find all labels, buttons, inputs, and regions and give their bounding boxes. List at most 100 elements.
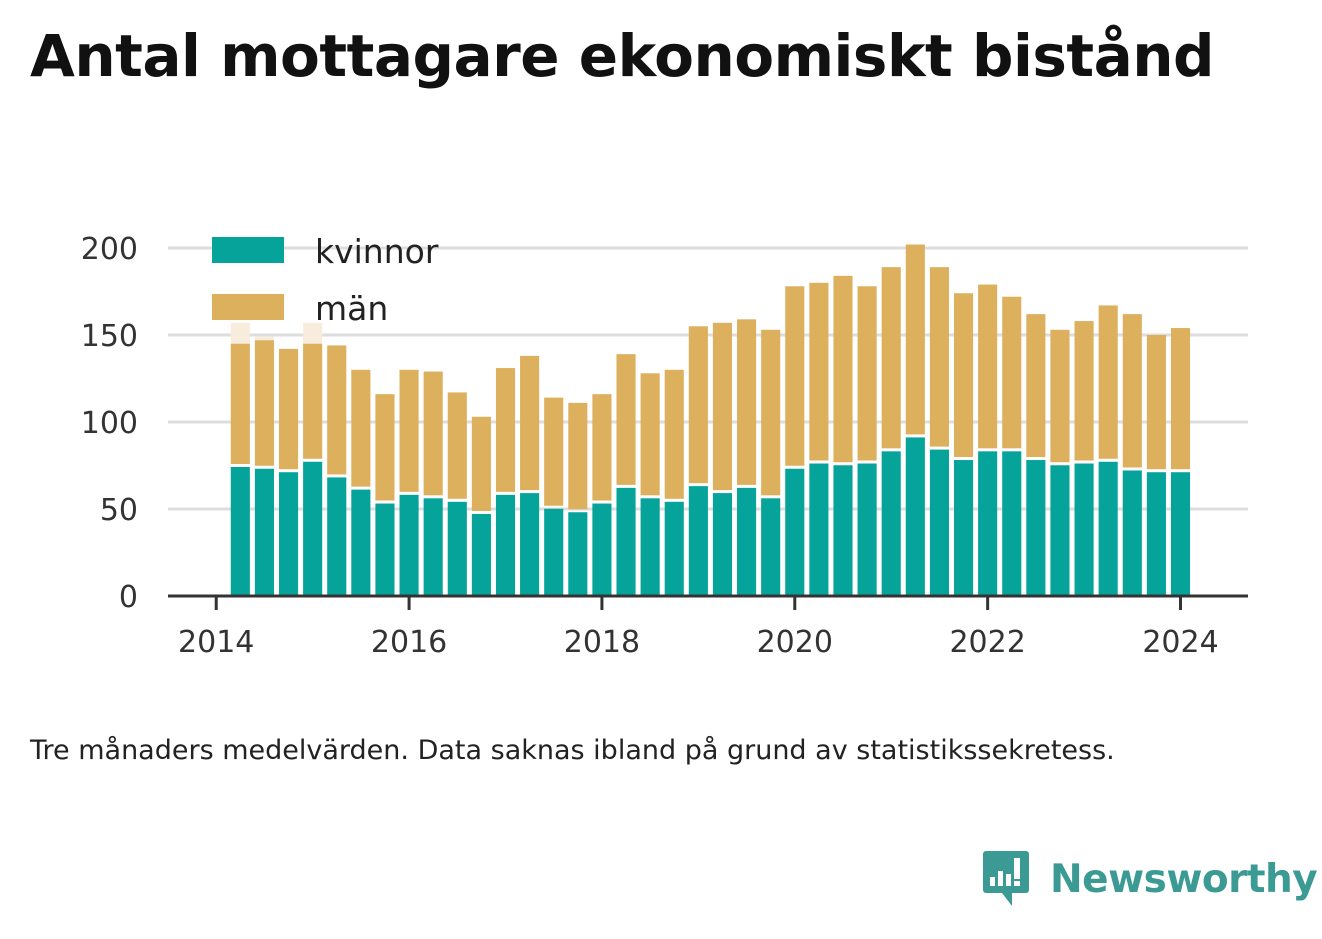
y-tick-label: 150 [81,319,138,354]
y-tick-label: 200 [81,232,138,267]
bar-kvinnor [857,463,877,596]
bar-man [809,282,829,461]
bar-man [375,394,395,501]
bar-kvinnor [712,493,733,596]
legend-swatch-man [212,294,284,320]
bar-kvinnor [688,486,708,596]
x-tick-label: 2018 [564,625,640,660]
bar-kvinnor [399,494,419,596]
bar-kvinnor [327,477,347,596]
bar-man [688,326,708,484]
bar-man [905,244,925,435]
x-tick-label: 2016 [371,625,447,660]
bar-kvinnor [423,498,443,596]
bar-kvinnor [1074,463,1094,596]
bar-man [1170,328,1191,470]
bar-kvinnor [1026,460,1046,596]
bar-man [1146,335,1166,470]
brand: Newsworthy [982,850,1318,908]
bar-man [857,286,877,461]
bar-kvinnor [1170,472,1191,596]
legend-swatch-kvinnor [212,237,284,263]
bar-kvinnor [520,493,540,596]
bar-kvinnor [978,451,998,596]
bar-kvinnor [785,468,805,596]
bar-man [230,343,250,464]
legend-label-kvinnor: kvinnor [315,232,439,271]
newsworthy-logo-icon [983,851,1029,906]
x-tick-label: 2020 [757,625,833,660]
bar-man [1002,296,1022,449]
bar-kvinnor [905,437,925,596]
bar-kvinnor [278,472,299,596]
bar-man [592,394,612,501]
bar-kvinnor [471,513,491,596]
bar-kvinnor [761,498,781,596]
chart-caption: Tre månaders medelvärden. Data saknas ib… [30,735,1115,766]
x-tick-label: 2022 [949,625,1025,660]
bar-missing [303,322,323,344]
bar-missing [254,336,274,341]
bar-kvinnor [351,489,371,596]
bar-kvinnor [664,501,684,596]
bar-man [278,348,299,470]
bar-kvinnor [568,512,588,596]
y-tick-label: 100 [81,406,138,441]
bar-man [1050,329,1070,463]
bar-kvinnor [809,463,829,596]
bar-kvinnor [1050,465,1070,596]
bar-man [568,402,588,510]
bar-kvinnor [495,494,516,596]
bar-man [254,340,274,466]
bar-missing [230,322,250,344]
bar-kvinnor [1122,470,1142,596]
x-tick-label: 2014 [178,625,254,660]
axes: 0 50 100 150 200 2014 2016 2018 2020 2022 2024 [81,232,1248,660]
bar-kvinnor [640,498,660,596]
y-tick-label: 50 [100,493,138,528]
bars [230,244,1191,596]
bar-kvinnor [1146,472,1166,596]
bar-kvinnor [544,508,564,596]
bar-kvinnor [1098,461,1118,596]
bar-kvinnor [1002,451,1022,596]
legend: kvinnor män [212,232,439,328]
bar-kvinnor [303,461,323,596]
bar-kvinnor [833,465,853,596]
brand-name: Newsworthy [1050,856,1318,902]
bar-kvinnor [592,503,612,596]
bar-man [664,369,684,499]
bar-man [833,275,853,463]
bar-kvinnor [447,501,467,596]
bar-man [1074,321,1094,461]
bar-man [471,416,491,511]
bar-man [423,371,443,496]
bar-man [640,373,660,496]
y-tick-label: 0 [119,580,138,615]
bar-man [351,369,371,487]
bar-man [1122,314,1142,468]
x-tick-label: 2024 [1142,625,1218,660]
bar-man [544,397,564,506]
legend-label-man: män [315,289,388,328]
bar-kvinnor [881,451,901,596]
bar-man [953,293,974,458]
bar-man [737,319,757,485]
bar-man [1098,305,1118,459]
bar-man [616,354,636,485]
bar-man [327,345,347,475]
bar-man [785,286,805,466]
bar-kvinnor [230,467,250,596]
bar-man [520,355,540,491]
bar-kvinnor [375,503,395,596]
bar-man [761,329,781,496]
bar-kvinnor [737,487,757,596]
bar-kvinnor [254,468,274,596]
chart-title: Antal mottagare ekonomiskt bistånd [30,22,1215,90]
bar-man [399,369,419,492]
bar-man [978,284,998,449]
bar-man [1026,314,1046,458]
bar-man [929,267,949,447]
bar-man [303,343,323,459]
